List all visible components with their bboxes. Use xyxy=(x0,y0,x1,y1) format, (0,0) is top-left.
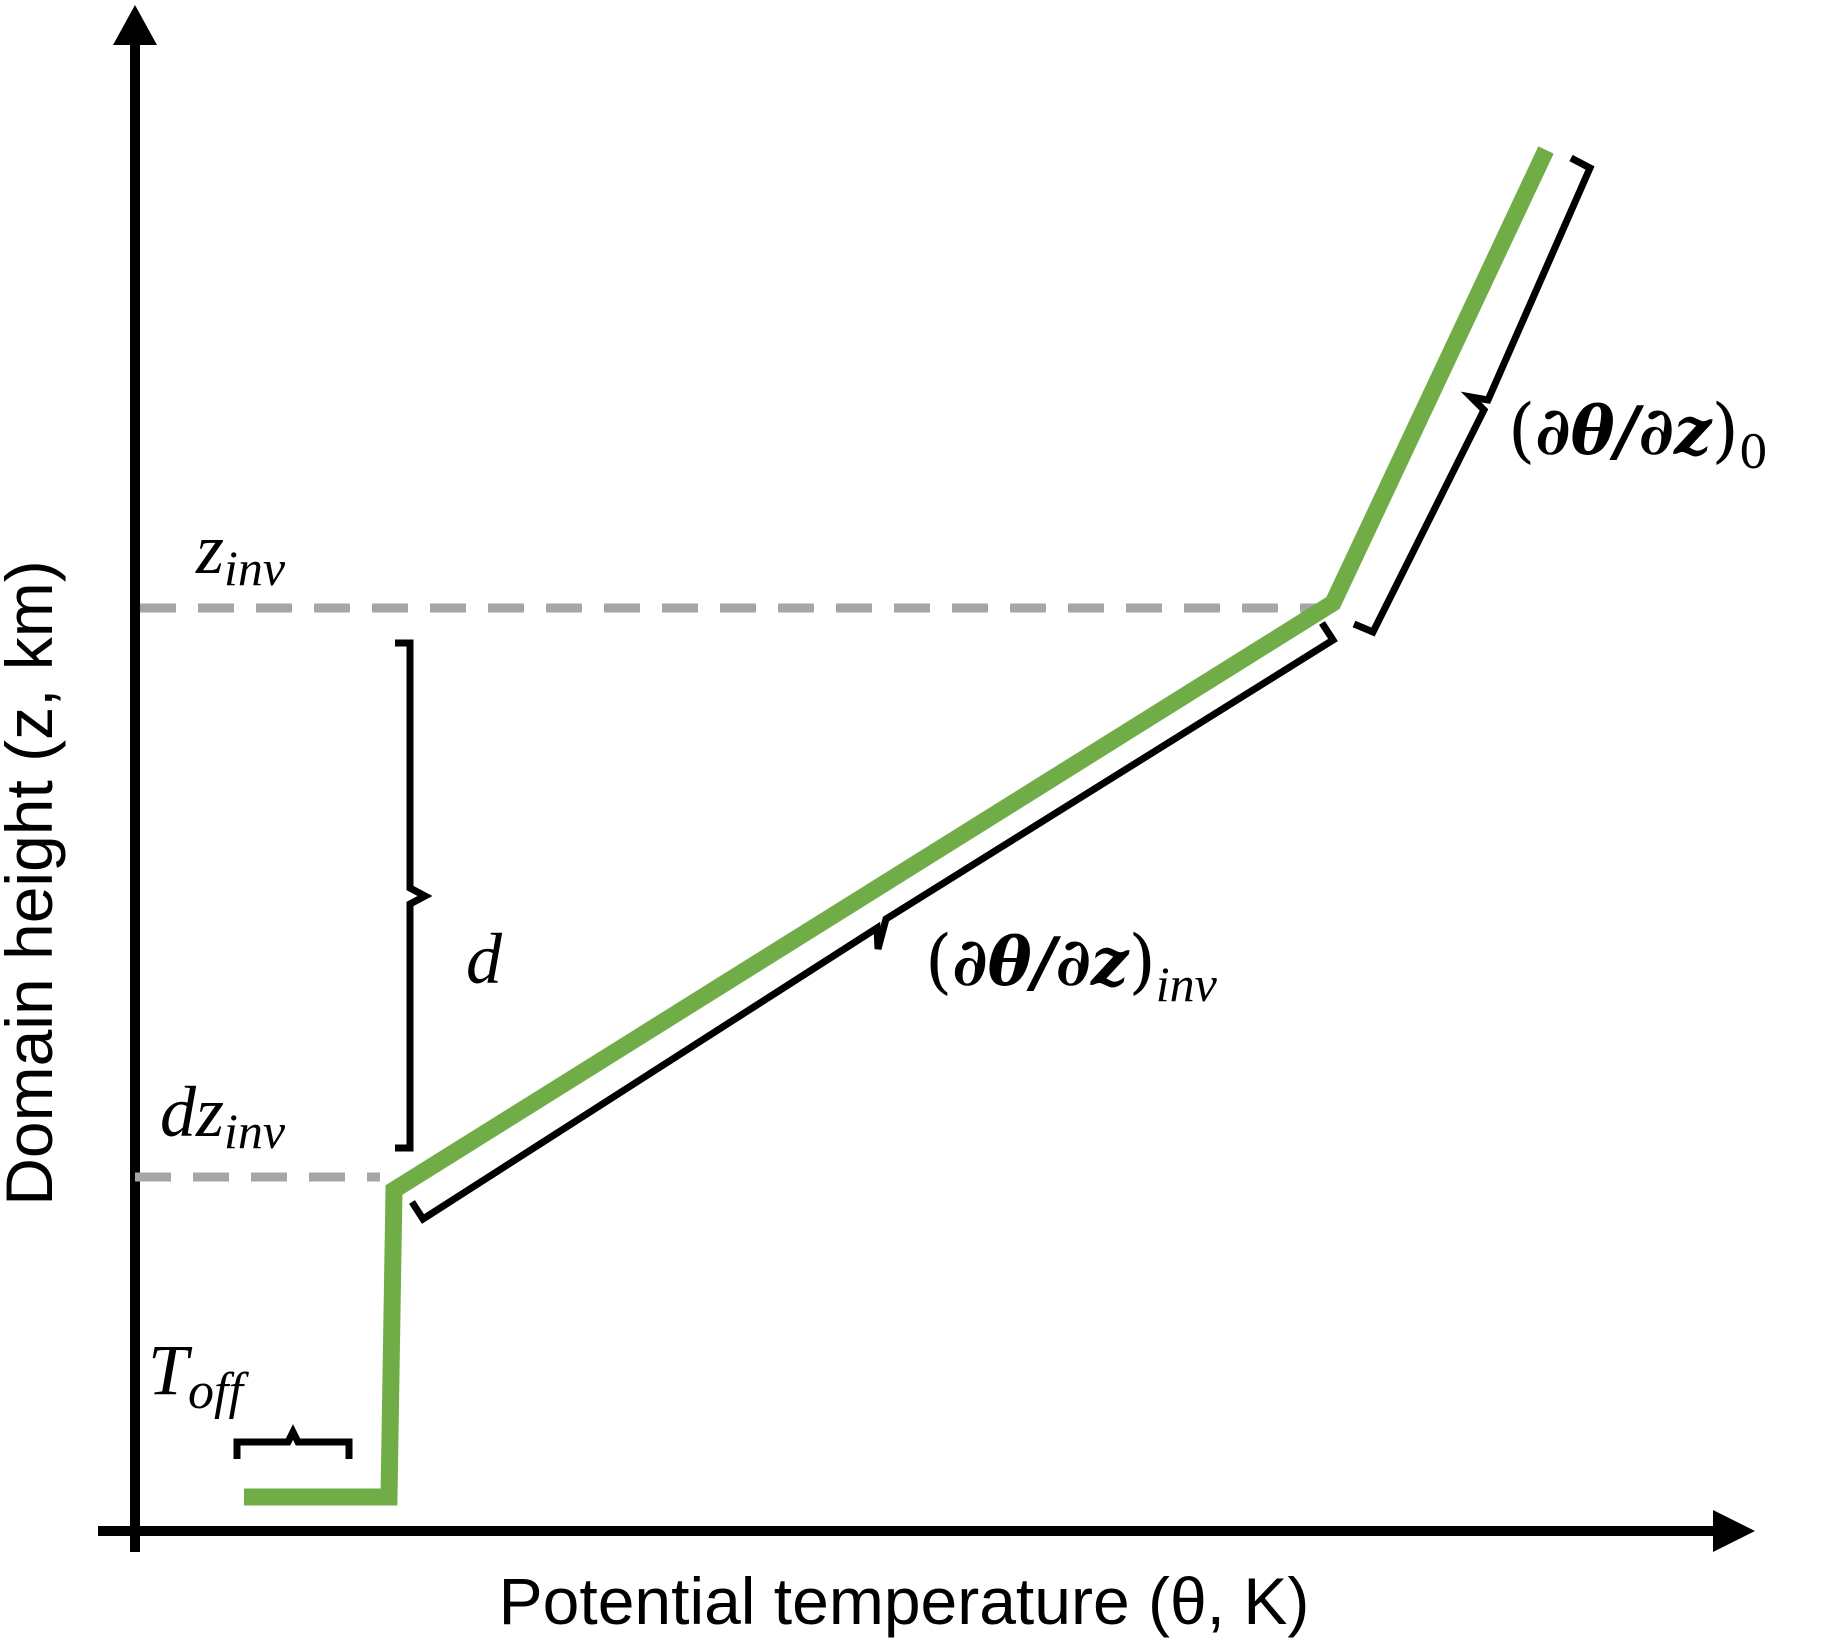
d-label: d xyxy=(466,919,503,999)
t-off-bracket xyxy=(233,1424,353,1459)
d-bracket xyxy=(395,639,433,1152)
gradient-inv-bracket xyxy=(409,621,1338,1224)
dz-inv-label: dzinv xyxy=(160,1072,286,1159)
y-axis-label: Domain height (z, km) xyxy=(0,560,66,1206)
theta-profile-line xyxy=(244,146,1554,1506)
gradient-0-label: (∂θ/∂z)0 xyxy=(1508,389,1768,479)
z-inv-label: zinv xyxy=(195,509,286,596)
x-axis-label: Potential temperature (θ, K) xyxy=(499,1564,1310,1638)
x-axis-arrowhead xyxy=(1713,1510,1755,1552)
gradient-inv-label: (∂θ/∂z)inv xyxy=(925,920,1218,1012)
t-off-label: Toff xyxy=(148,1330,249,1420)
gradient-0-bracket xyxy=(1352,154,1595,637)
y-axis-arrowhead xyxy=(113,5,157,45)
axes xyxy=(98,5,1755,1552)
